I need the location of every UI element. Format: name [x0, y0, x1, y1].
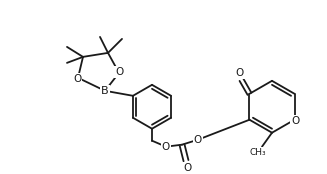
Text: CH₃: CH₃ — [250, 148, 266, 157]
Text: O: O — [183, 163, 191, 173]
Text: O: O — [291, 116, 300, 126]
Text: O: O — [235, 68, 244, 78]
Text: O: O — [194, 135, 202, 145]
Text: O: O — [162, 142, 170, 152]
Text: B: B — [101, 86, 109, 96]
Text: O: O — [73, 74, 81, 84]
Text: O: O — [115, 67, 123, 77]
